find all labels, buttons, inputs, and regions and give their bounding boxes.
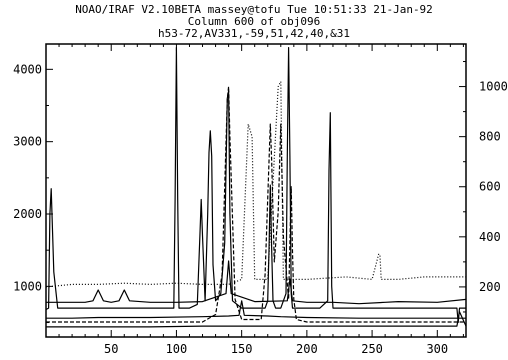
- y-left-tick-label: 4000: [13, 62, 42, 76]
- series-line-1: [45, 46, 466, 324]
- plot-frame: [45, 43, 467, 338]
- series-line-6: [45, 80, 466, 288]
- y-right-tick-label: 1000: [479, 80, 508, 94]
- x-tick-label: 100: [166, 342, 188, 356]
- plot-title-line-1: NOAO/IRAF V2.10BETA massey@tofu Tue 10:5…: [75, 3, 433, 16]
- x-tick-label: 200: [296, 342, 318, 356]
- series-line-4: [46, 311, 467, 328]
- y-right-tick-label: 800: [479, 130, 501, 144]
- plot-title-line-3: h53-72,AV331,-59,51,42,40,&31: [157, 27, 351, 40]
- x-tick-label: 150: [231, 342, 253, 356]
- y-right-tick-label: 400: [479, 230, 501, 244]
- series-group: [45, 46, 467, 328]
- y-left-tick-label: 1000: [13, 279, 42, 293]
- x-tick-label: 250: [361, 342, 383, 356]
- series-line-2: [46, 260, 467, 305]
- series-line-5: [46, 85, 466, 323]
- y-right-tick-label: 200: [479, 280, 501, 294]
- y-left-tick-label: 3000: [13, 135, 42, 149]
- plot-title-line-2: Column 600 of obj096: [187, 15, 321, 28]
- series-line-3: [46, 300, 466, 319]
- y-left-tick-label: 2000: [13, 207, 42, 221]
- x-tick-label: 300: [426, 342, 448, 356]
- x-tick-label: 50: [104, 342, 118, 356]
- axis-ticks: 50 100 150 200 250 300 1000 2000 3000 4000 200 400 6…: [13, 44, 508, 356]
- y-right-tick-label: 600: [479, 180, 501, 194]
